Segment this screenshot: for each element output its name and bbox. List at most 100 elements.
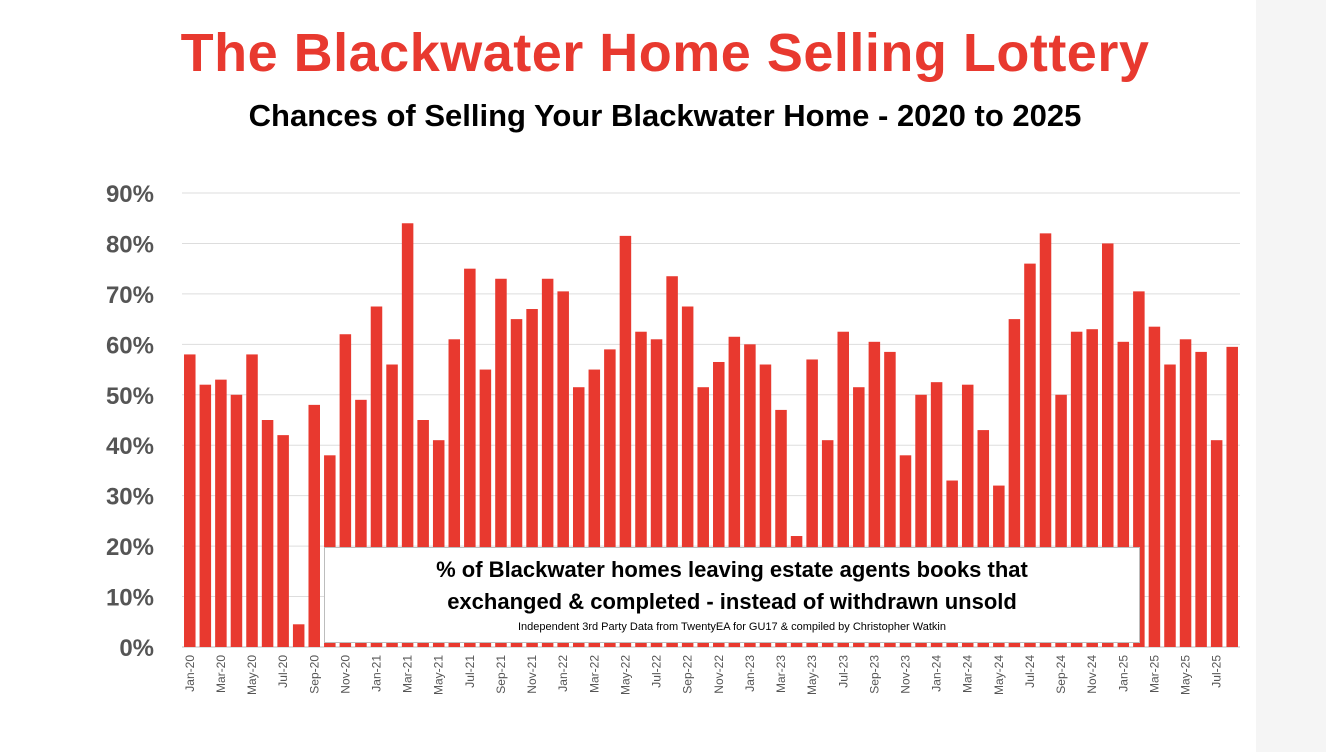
bar — [526, 309, 538, 647]
x-tick-label: May-21 — [432, 655, 446, 695]
x-tick-label: Mar-25 — [1147, 655, 1161, 693]
y-tick-label: 0% — [119, 635, 154, 662]
bar — [650, 339, 663, 647]
bar — [495, 278, 507, 647]
bar — [1086, 329, 1098, 647]
bar — [619, 235, 632, 647]
bar — [292, 624, 305, 647]
x-tick-label: Sep-22 — [681, 655, 695, 694]
x-tick-label: May-25 — [1179, 655, 1193, 695]
y-tick-label: 30% — [106, 484, 154, 511]
bar — [184, 354, 196, 647]
bar — [215, 379, 227, 647]
bar — [930, 382, 943, 647]
x-tick-label: Jul-24 — [1023, 655, 1037, 688]
bar — [1226, 346, 1238, 647]
x-tick-label: Nov-21 — [525, 655, 539, 694]
bar — [448, 339, 461, 647]
bar — [635, 331, 647, 647]
bar — [1133, 291, 1145, 647]
bar — [417, 420, 429, 647]
x-tick-label: Jul-20 — [276, 655, 290, 688]
bar — [1024, 263, 1036, 647]
bar — [868, 341, 881, 647]
bar — [1117, 341, 1130, 647]
bar — [230, 394, 243, 647]
right-margin-strip — [1256, 0, 1326, 752]
x-tick-label: Mar-23 — [774, 655, 788, 693]
bar — [1148, 326, 1161, 647]
x-tick-label: Jul-23 — [836, 655, 850, 688]
bar — [386, 364, 398, 647]
x-tick-label: Jan-22 — [556, 655, 570, 692]
bar — [713, 361, 725, 647]
bar — [759, 364, 772, 647]
bar — [604, 349, 616, 647]
annotation-box: % of Blackwater homes leaving estate age… — [324, 547, 1140, 643]
bar — [246, 354, 258, 647]
annotation-line-1: % of Blackwater homes leaving estate age… — [436, 557, 1028, 582]
bar — [1195, 351, 1207, 647]
y-tick-label: 60% — [106, 332, 154, 359]
x-axis-labels: Jan-20 Mar-20 May-20 Jul-20 Sep-20 Nov-20 Jan-… — [183, 655, 1224, 695]
bar — [199, 384, 212, 647]
bar — [370, 306, 383, 647]
bar — [479, 369, 492, 647]
chart-subtitle: Chances of Selling Your Blackwater Home … — [248, 98, 1082, 133]
bar — [666, 276, 678, 647]
bar — [744, 344, 756, 647]
bar — [821, 440, 834, 647]
bar — [806, 359, 818, 647]
x-tick-label: Sep-20 — [307, 655, 321, 694]
bar — [572, 387, 585, 647]
x-tick-label: Sep-24 — [1054, 655, 1068, 694]
y-axis-labels: 0% 10% 20% 30% 40% 50% 60% 70% 80% 90% — [106, 181, 154, 662]
x-tick-label: Nov-20 — [338, 655, 352, 694]
bar — [884, 351, 896, 647]
y-tick-label: 40% — [106, 433, 154, 460]
x-tick-label: May-24 — [992, 655, 1006, 695]
bar — [1039, 233, 1052, 648]
y-tick-label: 80% — [106, 231, 154, 258]
x-tick-label: Jan-24 — [930, 655, 944, 692]
bar — [961, 384, 974, 647]
bar — [308, 404, 320, 647]
x-tick-label: Sep-21 — [494, 655, 508, 694]
bar-chart: 0% 10% 20% 30% 40% 50% 60% 70% 80% 90% Jan-20 Mar-… — [106, 181, 1240, 695]
x-tick-label: Nov-22 — [712, 655, 726, 694]
x-tick-label: Jan-23 — [743, 655, 757, 692]
bar — [1055, 394, 1067, 647]
y-tick-label: 20% — [106, 534, 154, 561]
bar — [853, 387, 865, 647]
bar — [697, 387, 709, 647]
y-tick-label: 70% — [106, 282, 154, 309]
y-tick-label: 90% — [106, 181, 154, 208]
bar — [728, 336, 741, 647]
x-tick-label: Sep-23 — [867, 655, 881, 694]
x-tick-label: Mar-22 — [587, 655, 601, 693]
bar — [1008, 319, 1021, 647]
bar — [1179, 339, 1192, 647]
bar — [510, 319, 523, 647]
bar — [588, 369, 601, 647]
bar — [775, 409, 787, 647]
bar — [277, 435, 289, 647]
bar — [557, 291, 569, 647]
bar — [355, 399, 367, 647]
bar — [432, 440, 445, 647]
x-tick-label: May-20 — [245, 655, 259, 695]
x-tick-label: Mar-21 — [401, 655, 415, 693]
annotation-source: Independent 3rd Party Data from TwentyEA… — [518, 621, 946, 633]
bar — [261, 420, 274, 647]
bar — [837, 331, 849, 647]
x-tick-label: Jan-25 — [1116, 655, 1130, 692]
bar — [1101, 243, 1114, 647]
x-tick-label: May-22 — [618, 655, 632, 695]
y-tick-label: 10% — [106, 585, 154, 612]
x-tick-label: Mar-24 — [961, 655, 975, 693]
x-tick-label: Nov-24 — [1085, 655, 1099, 694]
x-tick-label: Jul-25 — [1210, 655, 1224, 688]
x-tick-label: Jul-21 — [463, 655, 477, 688]
x-tick-label: Jan-20 — [183, 655, 197, 692]
y-tick-label: 50% — [106, 383, 154, 410]
